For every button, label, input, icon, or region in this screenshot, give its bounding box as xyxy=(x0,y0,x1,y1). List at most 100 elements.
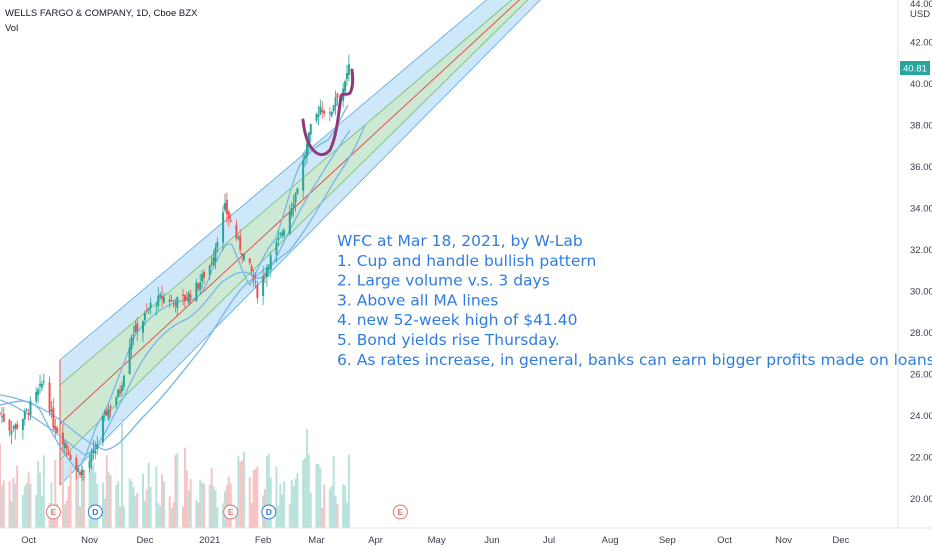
volume-bar xyxy=(269,477,272,528)
candle-body xyxy=(189,295,192,298)
candle-body xyxy=(252,275,255,280)
earnings-event-badge[interactable]: E xyxy=(45,504,61,520)
candle-body xyxy=(330,111,333,116)
earnings-event-badge[interactable]: E xyxy=(392,504,408,520)
volume-bar xyxy=(65,500,68,528)
candle-body xyxy=(254,280,257,282)
candle-body xyxy=(37,389,40,395)
volume-bar xyxy=(292,485,295,528)
candle-body xyxy=(305,143,308,157)
volume-bar xyxy=(237,455,240,528)
volume-bar xyxy=(134,496,137,528)
candle-body xyxy=(157,295,160,307)
price-scale[interactable]: 44.00 USD 20.00 22.00 24.00 26.00 28.00 30.00… xyxy=(897,0,932,528)
volume-bar xyxy=(241,460,244,528)
candle-body xyxy=(182,294,185,297)
candle-body xyxy=(227,211,230,219)
volume-bar xyxy=(82,471,85,528)
candle-body xyxy=(132,334,135,336)
volume-bar xyxy=(199,479,202,528)
volume-bar xyxy=(319,467,322,528)
candle-body xyxy=(128,347,131,375)
time-tick-label: Sep xyxy=(659,535,676,546)
time-scale[interactable]: Oct Nov Dec 2021 Feb Mar Apr May Jun Jul Aug Sep Oct… xyxy=(0,527,932,546)
candle-body xyxy=(168,299,171,302)
candle-body xyxy=(12,427,15,429)
volume-bar xyxy=(161,474,164,528)
volume-bar xyxy=(122,506,125,528)
candle-body xyxy=(170,299,173,301)
candle-body xyxy=(309,124,312,135)
svg-text:D: D xyxy=(92,507,98,517)
candle-body xyxy=(235,224,238,239)
time-tick-label: Nov xyxy=(81,535,98,546)
volume-bar xyxy=(294,478,297,528)
volume-bar xyxy=(14,483,17,528)
volume-bar xyxy=(109,475,112,528)
volume-bar xyxy=(330,486,333,528)
candle-body xyxy=(50,409,53,412)
candle-body xyxy=(10,430,13,435)
price-tick-label: 20.00 xyxy=(910,494,932,505)
volume-bar xyxy=(168,496,171,528)
volume-bar xyxy=(21,494,24,528)
volume-bar xyxy=(201,482,204,528)
time-tick-label: 2021 xyxy=(199,535,220,546)
candle-body xyxy=(96,444,99,450)
cup-and-handle-drawing[interactable] xyxy=(301,68,355,157)
volume-bar xyxy=(189,478,192,528)
candle-body xyxy=(162,297,165,303)
price-tick-label: 28.00 xyxy=(910,328,932,339)
volume-bar xyxy=(157,503,160,528)
volume-bar xyxy=(92,462,95,528)
volume-bar xyxy=(315,464,318,528)
candle-body xyxy=(52,407,55,428)
volume-bar xyxy=(103,498,106,528)
candle-body xyxy=(0,416,3,418)
dividend-event-badge[interactable]: D xyxy=(261,504,277,520)
earnings-event-badge[interactable]: E xyxy=(223,504,239,520)
candle-body xyxy=(143,313,146,320)
candle-body xyxy=(319,106,322,115)
price-tick-label: 34.00 xyxy=(910,204,932,215)
volume-bar xyxy=(336,504,339,528)
candle-body xyxy=(265,267,268,277)
volume-bar xyxy=(88,454,91,528)
candle-body xyxy=(69,455,72,461)
volume-bar xyxy=(37,460,40,528)
volume-bar xyxy=(29,483,32,528)
volume-bar xyxy=(256,466,259,528)
annotation-line: WFC at Mar 18, 2021, by W-Lab xyxy=(337,232,583,250)
candle-body xyxy=(2,413,5,422)
candle-body xyxy=(185,297,188,300)
candle-body xyxy=(56,427,59,433)
candle-body xyxy=(61,432,64,445)
candle-body xyxy=(283,230,286,236)
candle-body xyxy=(174,303,177,306)
volume-bar xyxy=(182,506,185,528)
volume-bar xyxy=(2,480,5,528)
volume-bar xyxy=(288,504,291,528)
volume-bar xyxy=(77,459,80,528)
volume-bar xyxy=(101,482,104,528)
candle-body xyxy=(275,242,278,255)
candle-body xyxy=(121,385,124,392)
volume-bar xyxy=(222,503,225,528)
volume-bar xyxy=(147,462,150,528)
volume-bar xyxy=(8,481,11,528)
volume-bar xyxy=(185,470,188,528)
candle-body xyxy=(203,271,206,278)
volume-bar xyxy=(42,455,45,528)
price-tick-label: 32.00 xyxy=(910,245,932,256)
candle-body xyxy=(0,412,1,414)
candle-body xyxy=(80,469,83,476)
time-tick-label: Jul xyxy=(543,535,555,546)
candle-body xyxy=(216,241,219,248)
volume-bar xyxy=(302,460,305,528)
annotation-line: 3. Above all MA lines xyxy=(337,291,498,309)
dividend-event-badge[interactable]: D xyxy=(87,504,103,520)
time-tick-label: Jun xyxy=(484,535,499,546)
volume-bar xyxy=(145,489,148,528)
